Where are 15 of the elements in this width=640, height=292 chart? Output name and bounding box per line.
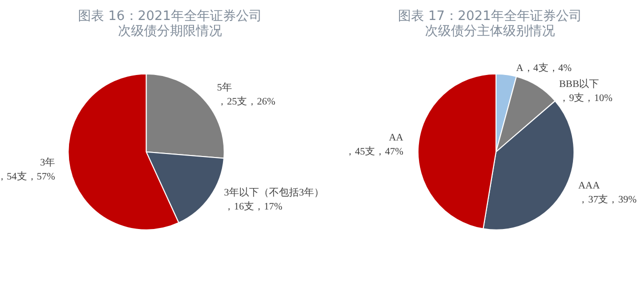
slice-label: 5年 [217, 81, 232, 94]
data-label: ，25支，26% [217, 95, 276, 108]
slice-label: BBB以下 [559, 78, 600, 90]
data-label: ，37支，39% [578, 194, 637, 206]
chart-title: 图表 17：2021年全年证券公司次级债分主体级别情况 [398, 9, 582, 39]
chart-title: 图表 16：2021年全年证券公司次级债分期限情况 [78, 9, 262, 39]
slice-label: A，4支，4% [516, 62, 572, 74]
data-label: ，54支，57% [0, 170, 56, 182]
slice-label: 3年以下（不包括3年） [224, 186, 324, 199]
slice-label: AA [388, 132, 404, 144]
data-label: ，16支，17% [224, 200, 282, 213]
data-label: ，45支，47% [344, 145, 404, 158]
slice-label: AAA [578, 180, 601, 192]
slice-label: 3年 [40, 156, 56, 168]
data-label: ，9支，10% [559, 92, 612, 104]
